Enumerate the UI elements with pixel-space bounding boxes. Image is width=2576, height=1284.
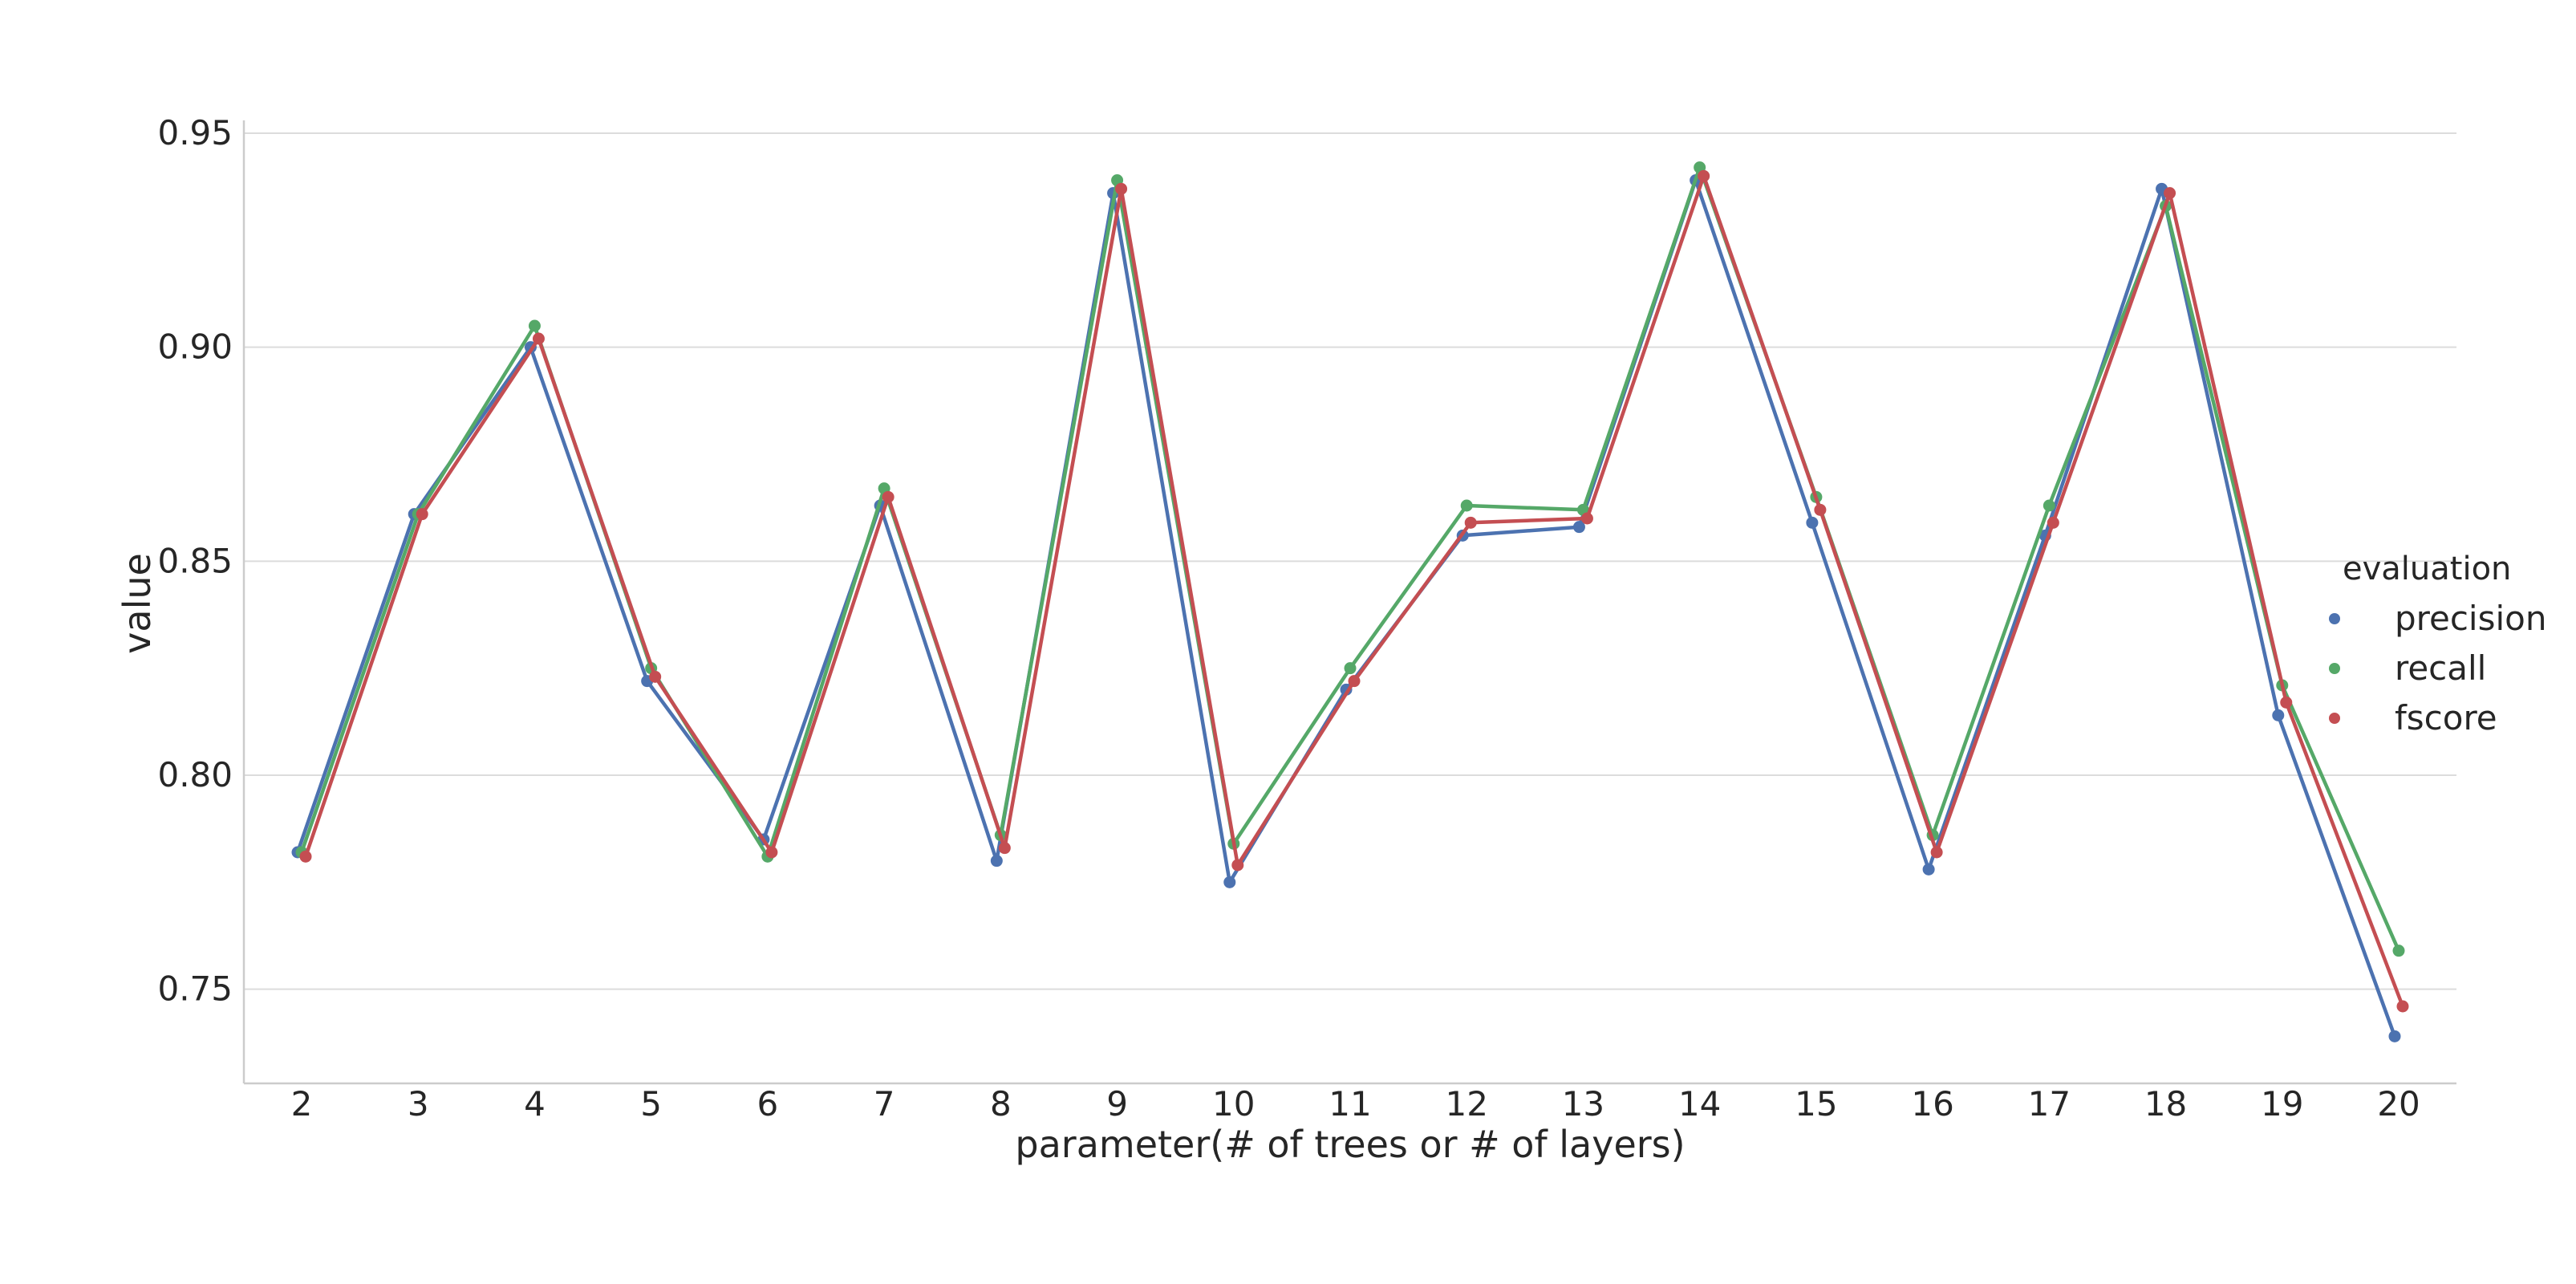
tick-labels: 0.75 0.80 0.85 0.90 0.95 2 3 4 5 6 7 8 9 10 11 12 13 14 15… (157, 113, 2420, 1124)
data-point-fscore (765, 846, 778, 859)
data-point-fscore (2396, 1000, 2409, 1013)
axes (242, 120, 2456, 1085)
data-point-precision (1572, 521, 1585, 534)
x-tick-label: 18 (2144, 1084, 2187, 1124)
data-point-fscore (416, 508, 428, 521)
data-point-fscore (998, 842, 1011, 855)
x-tick-label: 5 (640, 1084, 662, 1124)
data-point-fscore (1698, 169, 1710, 182)
x-tick-label: 2 (291, 1084, 313, 1124)
data-point-fscore (532, 332, 545, 345)
series-line-fscore (303, 174, 2405, 1007)
data-point-fscore (882, 490, 895, 503)
x-tick-label: 13 (1562, 1084, 1604, 1124)
data-point-fscore (1115, 182, 1128, 195)
x-tick-label: 10 (1212, 1084, 1255, 1124)
series-lines (291, 161, 2409, 1042)
data-point-precision (1806, 516, 1819, 529)
data-point-fscore (2280, 696, 2293, 709)
y-tick-label: 0.80 (157, 755, 233, 794)
x-tick-label: 7 (874, 1084, 895, 1124)
series-line-precision (295, 178, 2397, 1038)
data-point-fscore (299, 850, 312, 863)
data-point-precision (2272, 709, 2285, 721)
legend-marker-precision (2329, 613, 2340, 624)
y-tick-label: 0.85 (157, 541, 233, 580)
x-tick-label: 20 (2377, 1084, 2420, 1124)
data-point-fscore (1930, 846, 1943, 859)
data-point-fscore (649, 670, 662, 683)
data-point-fscore (1580, 512, 1593, 525)
series-precision (291, 174, 2401, 1042)
legend-marker-recall (2329, 663, 2340, 674)
data-point-recall (2043, 499, 2055, 512)
series-fscore (299, 169, 2409, 1013)
legend-items: precision recall fscore (2329, 599, 2546, 737)
data-point-recall (2392, 945, 2405, 957)
x-tick-label: 6 (757, 1084, 779, 1124)
data-point-precision (990, 855, 1003, 868)
series-recall (295, 161, 2405, 957)
data-point-fscore (2164, 187, 2176, 200)
legend-label-precision: precision (2395, 599, 2546, 638)
x-tick-label: 12 (1445, 1084, 1487, 1124)
legend-marker-fscore (2329, 713, 2340, 724)
y-axis-label: value (116, 553, 159, 654)
y-tick-label: 0.95 (157, 113, 233, 152)
data-point-precision (2388, 1030, 2401, 1042)
data-point-fscore (1814, 503, 1827, 516)
data-point-fscore (2047, 516, 2059, 529)
legend: evaluation precision recall fscore (2329, 551, 2546, 737)
legend-label-fscore: fscore (2395, 698, 2497, 737)
data-point-recall (1460, 499, 1473, 512)
data-point-precision (1922, 863, 1935, 876)
legend-title: evaluation (2343, 551, 2511, 587)
x-tick-label: 15 (1795, 1084, 1837, 1124)
legend-label-recall: recall (2395, 648, 2486, 688)
data-point-fscore (1464, 516, 1477, 529)
x-tick-label: 8 (990, 1084, 1012, 1124)
x-tick-label: 9 (1106, 1084, 1128, 1124)
y-tick-label: 0.90 (157, 327, 233, 367)
data-point-recall (528, 319, 541, 332)
data-point-recall (1344, 662, 1357, 675)
data-point-fscore (1348, 675, 1361, 688)
x-tick-label: 19 (2261, 1084, 2303, 1124)
x-tick-label: 4 (524, 1084, 546, 1124)
y-tick-label: 0.75 (157, 969, 233, 1009)
gridlines (244, 132, 2456, 990)
x-axis-label: parameter(# of trees or # of layers) (1015, 1123, 1685, 1166)
x-tick-label: 14 (1678, 1084, 1721, 1124)
x-tick-label: 17 (2028, 1084, 2071, 1124)
x-tick-label: 16 (1911, 1084, 1953, 1124)
data-point-fscore (1231, 859, 1244, 872)
x-tick-label: 3 (408, 1084, 429, 1124)
data-point-precision (1223, 876, 1236, 888)
x-tick-label: 11 (1329, 1084, 1371, 1124)
